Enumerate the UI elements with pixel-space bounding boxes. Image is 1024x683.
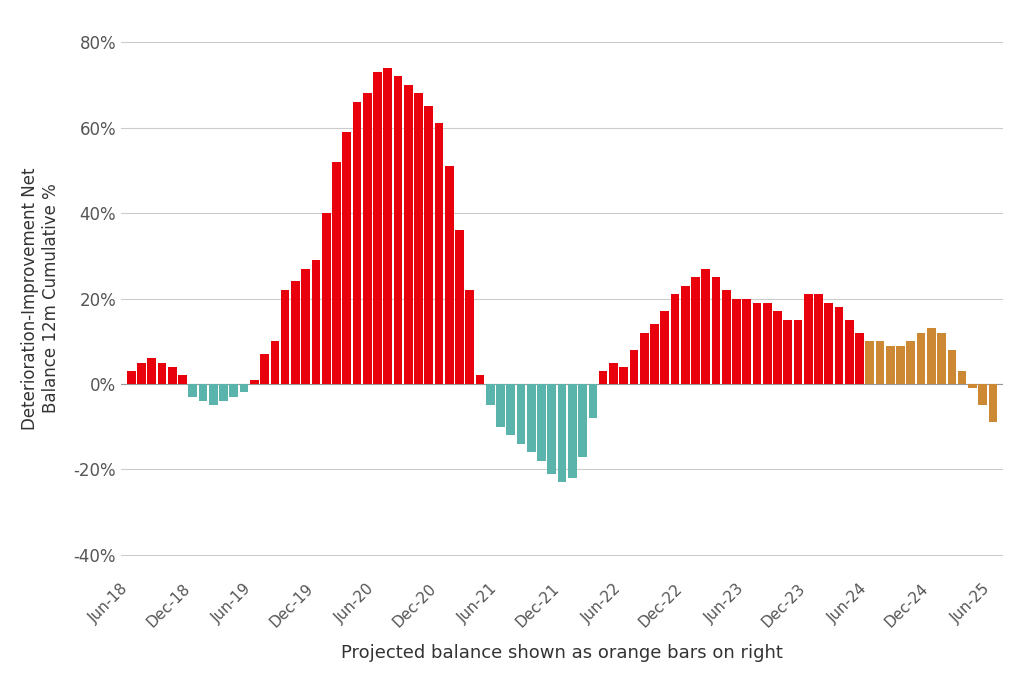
Bar (968, 384, 977, 388)
Bar (199, 384, 208, 401)
Bar (722, 290, 730, 384)
Bar (209, 384, 218, 405)
Bar (794, 320, 803, 384)
Bar (804, 294, 813, 384)
Bar (742, 298, 751, 384)
Bar (548, 384, 556, 473)
Bar (906, 342, 915, 384)
Bar (538, 384, 546, 461)
Bar (507, 384, 515, 435)
Bar (640, 333, 648, 384)
Bar (332, 162, 341, 384)
Bar (681, 285, 689, 384)
Bar (178, 376, 187, 384)
Bar (373, 72, 382, 384)
Bar (168, 367, 177, 384)
Bar (188, 384, 198, 397)
Bar (763, 303, 772, 384)
Y-axis label: Deterioration-Improvement Net
Balance 12m Cumulative %: Deterioration-Improvement Net Balance 12… (20, 167, 59, 430)
Bar (927, 329, 936, 384)
Bar (527, 384, 536, 452)
Bar (814, 294, 823, 384)
Bar (250, 380, 259, 384)
Bar (865, 342, 874, 384)
Bar (229, 384, 239, 397)
Bar (311, 260, 321, 384)
Bar (783, 320, 793, 384)
Bar (403, 85, 413, 384)
Bar (424, 107, 433, 384)
Bar (444, 166, 454, 384)
Bar (650, 324, 658, 384)
Bar (916, 333, 926, 384)
Bar (609, 363, 617, 384)
Bar (455, 230, 464, 384)
Bar (158, 363, 166, 384)
Bar (127, 371, 135, 384)
Bar (147, 359, 156, 384)
Bar (322, 213, 331, 384)
Bar (773, 311, 782, 384)
Bar (824, 303, 834, 384)
Bar (352, 102, 361, 384)
Bar (599, 371, 607, 384)
Bar (270, 342, 280, 384)
Bar (486, 384, 495, 405)
Bar (579, 384, 587, 456)
Bar (240, 384, 249, 393)
Bar (137, 363, 145, 384)
Bar (568, 384, 577, 478)
Bar (362, 94, 372, 384)
Bar (342, 132, 351, 384)
Bar (589, 384, 597, 418)
Bar (301, 268, 310, 384)
Bar (434, 124, 443, 384)
Bar (701, 268, 710, 384)
Bar (886, 346, 895, 384)
X-axis label: Projected balance shown as orange bars on right: Projected balance shown as orange bars o… (341, 644, 783, 662)
Bar (691, 277, 699, 384)
Bar (291, 281, 300, 384)
Bar (937, 333, 946, 384)
Bar (660, 311, 669, 384)
Bar (896, 346, 905, 384)
Bar (753, 303, 761, 384)
Bar (466, 290, 474, 384)
Bar (414, 94, 423, 384)
Bar (978, 384, 987, 405)
Bar (835, 307, 844, 384)
Bar (476, 376, 484, 384)
Bar (957, 371, 967, 384)
Bar (845, 320, 854, 384)
Bar (517, 384, 525, 444)
Bar (855, 333, 864, 384)
Bar (383, 68, 392, 384)
Bar (620, 367, 628, 384)
Bar (260, 354, 269, 384)
Bar (393, 76, 402, 384)
Bar (712, 277, 720, 384)
Bar (219, 384, 228, 401)
Bar (988, 384, 997, 422)
Bar (947, 350, 956, 384)
Bar (732, 298, 740, 384)
Bar (558, 384, 566, 482)
Bar (671, 294, 679, 384)
Bar (281, 290, 290, 384)
Bar (497, 384, 505, 427)
Bar (630, 350, 638, 384)
Bar (876, 342, 885, 384)
